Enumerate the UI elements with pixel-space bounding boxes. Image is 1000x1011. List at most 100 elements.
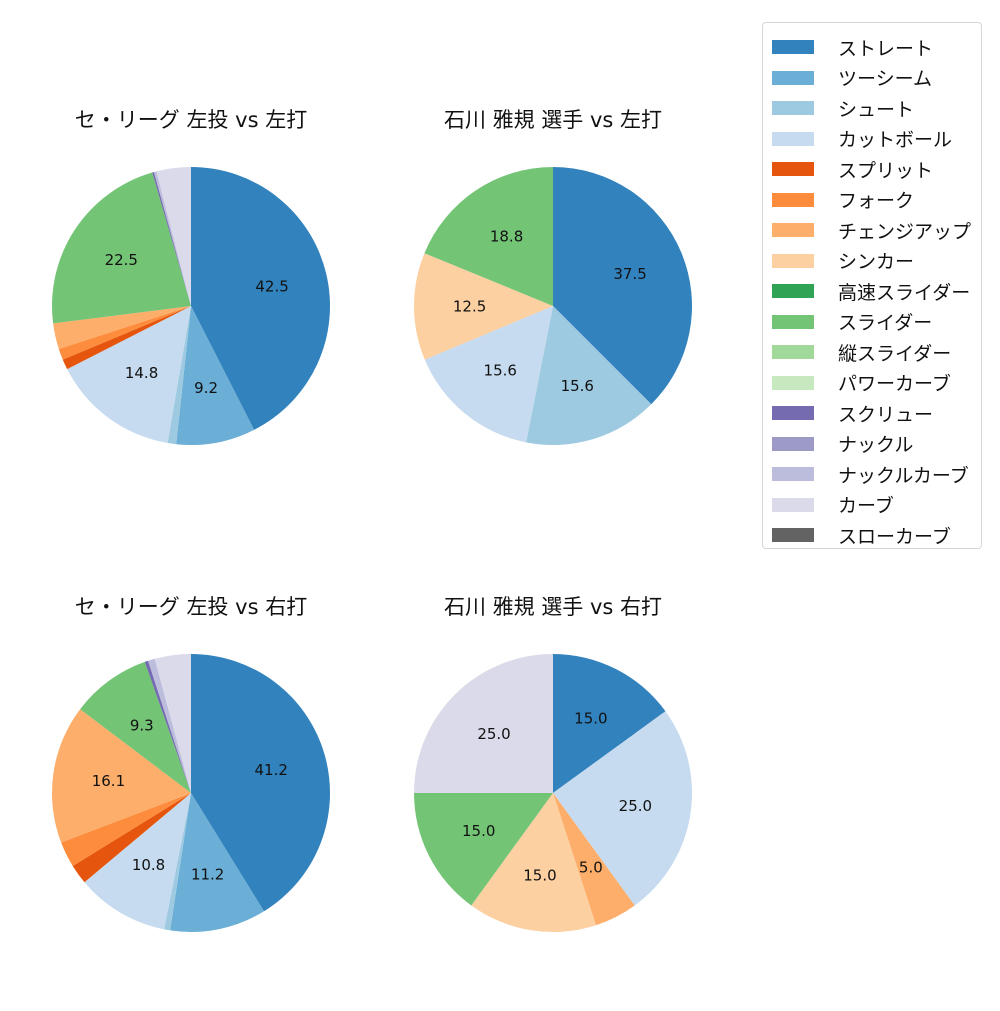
pie-panel-ishikawa-vs-right: 石川 雅規 選手 vs 右打 15.0 25.0 5.0 15.0 15.0 25.0: [383, 591, 723, 1011]
legend-swatch: [772, 192, 814, 207]
legend-label: カットボール: [838, 129, 953, 152]
slice-value-label: 37.5: [613, 265, 646, 283]
legend-label: 高速スライダー: [838, 281, 971, 304]
slice-value-label: 41.2: [255, 761, 288, 779]
pie-panel-league-vs-right: セ・リーグ 左投 vs 右打 41.2 11.2 10.8 16.1 9.3: [21, 591, 361, 1011]
legend-item: スライダー: [772, 307, 981, 338]
pie-slice: [191, 654, 331, 912]
pie-slice: [52, 172, 191, 324]
pie-slice: [424, 167, 553, 306]
legend-swatch: [772, 253, 814, 268]
slice-value-label: 5.0: [579, 858, 603, 876]
legend-label: ツーシーム: [838, 68, 933, 91]
slice-value-label: 42.5: [255, 278, 288, 296]
chart-title: セ・リーグ 左投 vs 左打: [74, 108, 308, 132]
pie-slice: [72, 793, 191, 883]
pie-slice: [84, 793, 191, 930]
pie-slice: [170, 793, 264, 932]
chart-title: 石川 雅規 選手 vs 右打: [443, 595, 663, 619]
legend-item: フォーク: [772, 185, 981, 216]
legend-swatch: [772, 70, 814, 85]
legend-swatch: [772, 528, 814, 543]
pie-slice: [80, 661, 191, 793]
legend-swatch: [772, 497, 814, 512]
pie-chart: 41.2 11.2 10.8 16.1 9.3: [51, 654, 331, 932]
pie-slice: [191, 167, 331, 430]
slice-value-label: 18.8: [490, 228, 523, 246]
legend-swatch: [772, 162, 814, 177]
legend-item: チェンジアップ: [772, 215, 981, 246]
pie-slice: [414, 253, 553, 360]
legend-swatch: [772, 436, 814, 451]
legend-swatch: [772, 345, 814, 360]
slice-value-label: 15.0: [523, 866, 556, 884]
legend-item: パワーカーブ: [772, 368, 981, 399]
slice-value-label: 10.8: [132, 856, 165, 874]
pie-slice: [153, 171, 191, 306]
legend-label: スライダー: [838, 312, 933, 335]
pie-slice: [553, 654, 666, 793]
slice-value-label: 16.1: [92, 772, 125, 790]
legend-swatch: [772, 467, 814, 482]
slice-value-label: 15.6: [484, 362, 517, 380]
legend-item: ナックルカーブ: [772, 459, 981, 490]
slice-value-label: 22.5: [105, 251, 138, 269]
slice-value-label: 9.2: [194, 379, 218, 397]
legend-swatch: [772, 406, 814, 421]
legend-swatch: [772, 101, 814, 116]
legend-item: カーブ: [772, 490, 981, 521]
legend-label: シンカー: [838, 251, 915, 274]
legend-item: スクリュー: [772, 398, 981, 429]
legend-swatch: [772, 131, 814, 146]
pie-slice: [553, 711, 692, 906]
pie-panel-ishikawa-vs-left: 石川 雅規 選手 vs 左打 37.5 15.6 15.6 12.5 18.8: [383, 104, 723, 524]
legend-item: ストレート: [772, 32, 981, 63]
pie-chart: 15.0 25.0 5.0 15.0 15.0 25.0: [414, 654, 692, 932]
legend-item: カットボール: [772, 124, 981, 155]
slice-value-label: 12.5: [453, 297, 486, 315]
pie-slice: [53, 306, 192, 349]
pie-slice: [414, 654, 553, 793]
legend-label: ナックルカーブ: [838, 464, 969, 487]
legend-item: スプリット: [772, 154, 981, 185]
legend-swatch: [772, 314, 814, 329]
legend-item: シュート: [772, 93, 981, 124]
pie-slice: [61, 793, 191, 866]
legend-label: チェンジアップ: [838, 220, 972, 243]
legend-label: スローカーブ: [838, 525, 951, 548]
pie-slice: [167, 306, 191, 445]
legend-label: パワーカーブ: [838, 373, 951, 396]
legend-swatch: [772, 375, 814, 390]
legend-swatch: [772, 223, 814, 238]
slice-value-label: 9.3: [130, 717, 154, 735]
pie-slice: [164, 793, 191, 931]
pie-slice: [156, 167, 191, 306]
pie-slice: [424, 306, 553, 443]
pie-slice: [414, 793, 553, 906]
legend-item: 縦スライダー: [772, 337, 981, 368]
slice-value-label: 14.8: [125, 364, 158, 382]
legend-item: ナックル: [772, 429, 981, 460]
legend-item: シンカー: [772, 246, 981, 277]
legend-label: フォーク: [838, 190, 915, 213]
pie-slice: [67, 306, 191, 444]
pie-slice: [526, 306, 652, 445]
pie-slice: [152, 172, 191, 306]
pie-slice: [176, 306, 255, 446]
legend-swatch: [772, 284, 814, 299]
pie-slice: [154, 654, 191, 793]
pie-chart: 42.5 9.2 14.8 22.5: [52, 167, 331, 446]
legend-item: スローカーブ: [772, 520, 981, 551]
legend-label: シュート: [838, 98, 915, 121]
legend-item: ツーシーム: [772, 63, 981, 94]
legend-label: スプリット: [838, 159, 934, 182]
pie-slice: [471, 793, 596, 932]
slice-value-label: 15.6: [561, 377, 594, 395]
pie-slice: [51, 709, 192, 843]
pie-chart: 37.5 15.6 15.6 12.5 18.8: [414, 167, 692, 445]
slice-value-label: 25.0: [477, 725, 510, 743]
slice-value-label: 25.0: [619, 797, 652, 815]
chart-title: 石川 雅規 選手 vs 左打: [443, 108, 663, 132]
chart-title: セ・リーグ 左投 vs 右打: [74, 595, 308, 619]
legend-label: ストレート: [838, 37, 934, 60]
